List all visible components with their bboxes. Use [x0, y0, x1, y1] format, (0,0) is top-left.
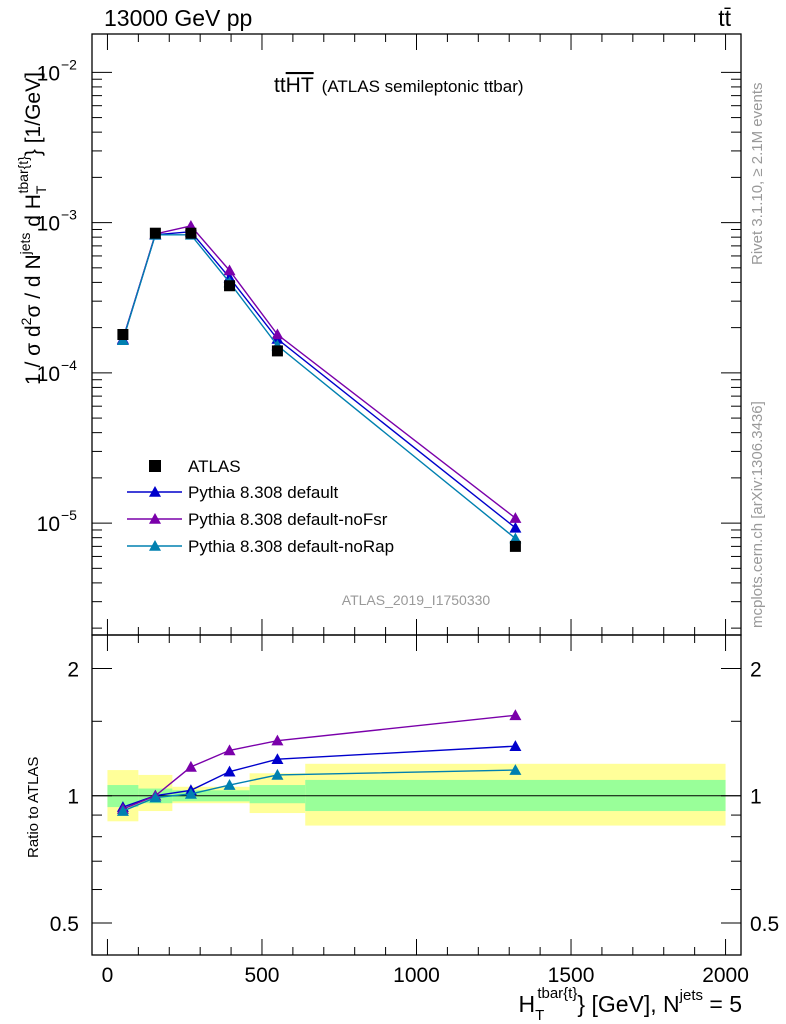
- ratio-series-point: [271, 734, 284, 746]
- legend-marker-data: [149, 460, 161, 472]
- legend: ATLAS Pythia 8.308 default Pythia 8.308 de…: [127, 457, 394, 556]
- ratio-y-tick-label-right: 0.5: [750, 913, 779, 936]
- main-series-point: [509, 521, 522, 533]
- plot-title-sub: (ATLAS semileptonic ttbar): [322, 77, 524, 96]
- plot-title-overline: HT: [286, 74, 314, 97]
- legend-label: Pythia 8.308 default: [188, 483, 339, 502]
- ratio-series-point: [271, 753, 284, 765]
- x-tick-label: 1500: [548, 964, 595, 987]
- ratio-series-point: [271, 768, 284, 780]
- ratio-series-point: [223, 744, 236, 756]
- data-point: [149, 227, 161, 239]
- ratio-band-green: [249, 785, 306, 804]
- y-tick-label: 10: [37, 62, 60, 85]
- ratio-series-line: [122, 769, 516, 812]
- ratio-series-point: [509, 764, 522, 775]
- x-tick-label: 500: [244, 964, 279, 987]
- rivet-label: Rivet 3.1.10, ≥ 2.1M events: [749, 83, 766, 266]
- y-tick-label: 10: [37, 213, 60, 236]
- x-tick-label: 0: [102, 964, 114, 987]
- y-tick-label-exp: −5: [61, 507, 77, 523]
- legend-label-data: ATLAS: [188, 457, 241, 476]
- legend-marker: [149, 540, 161, 551]
- main-series-point: [509, 532, 522, 544]
- main-series-line: [122, 234, 516, 540]
- main-series-point: [223, 264, 236, 276]
- ratio-y-tick-label-right: 2: [750, 658, 762, 681]
- data-point: [224, 280, 236, 292]
- ratio-series-group: [116, 709, 522, 816]
- ylabel-ratio: Ratio to ATLAS: [25, 757, 42, 858]
- ratio-series-point: [184, 760, 197, 772]
- legend-marker: [149, 513, 161, 524]
- ratio-y-tick-label: 1: [67, 786, 79, 809]
- header-right: tt̄: [718, 5, 731, 31]
- data-point: [185, 227, 197, 239]
- mcplots-label: mcplots.cern.ch [arXiv:1306.3436]: [749, 401, 766, 628]
- x-tick-label: 2000: [702, 964, 749, 987]
- data-point: [117, 329, 129, 340]
- y-tick-label: 10: [37, 513, 60, 536]
- legend-marker: [149, 486, 161, 497]
- ratio-series-point: [509, 740, 522, 751]
- y-tick-label-exp: −4: [61, 357, 77, 373]
- y-tick-label-exp: −3: [61, 207, 77, 223]
- ratio-series-point: [223, 765, 236, 777]
- data-point: [509, 540, 521, 552]
- analysis-id: ATLAS_2019_I1750330: [342, 592, 491, 608]
- ratio-y-tick-label: 2: [67, 658, 79, 681]
- xlabel: HTtbar{t}} [GeV], Njets = 5: [519, 985, 742, 1024]
- legend-label: Pythia 8.308 default-noRap: [188, 537, 394, 556]
- ratio-series-line: [122, 714, 516, 810]
- ratio-y-tick-label: 0.5: [50, 913, 79, 936]
- ratio-series-point: [223, 779, 236, 790]
- ylabel-main: 1 / σ d2σ / d Njets d HTtbar{t}} [1/GeV]: [15, 72, 49, 385]
- y-tick-label: 10: [37, 363, 60, 386]
- y-tick-label-exp: −2: [61, 56, 77, 72]
- main-series-point: [509, 512, 522, 523]
- header-left: 13000 GeV pp: [104, 5, 252, 31]
- ratio-series-point: [509, 709, 522, 721]
- plot-title: ttHT (ATLAS semileptonic ttbar): [274, 74, 524, 97]
- ratio-series-point: [149, 791, 162, 803]
- data-point: [271, 345, 283, 357]
- main-series-group: [116, 219, 522, 552]
- ratio-series-point: [184, 787, 197, 799]
- plot-title-main: tt: [274, 74, 286, 97]
- main-series-point: [271, 328, 284, 340]
- ratio-y-tick-label-right: 1: [750, 786, 762, 809]
- x-tick-label: 1000: [393, 964, 440, 987]
- legend-label: Pythia 8.308 default-noFsr: [188, 510, 388, 529]
- ratio-series-point: [116, 805, 129, 816]
